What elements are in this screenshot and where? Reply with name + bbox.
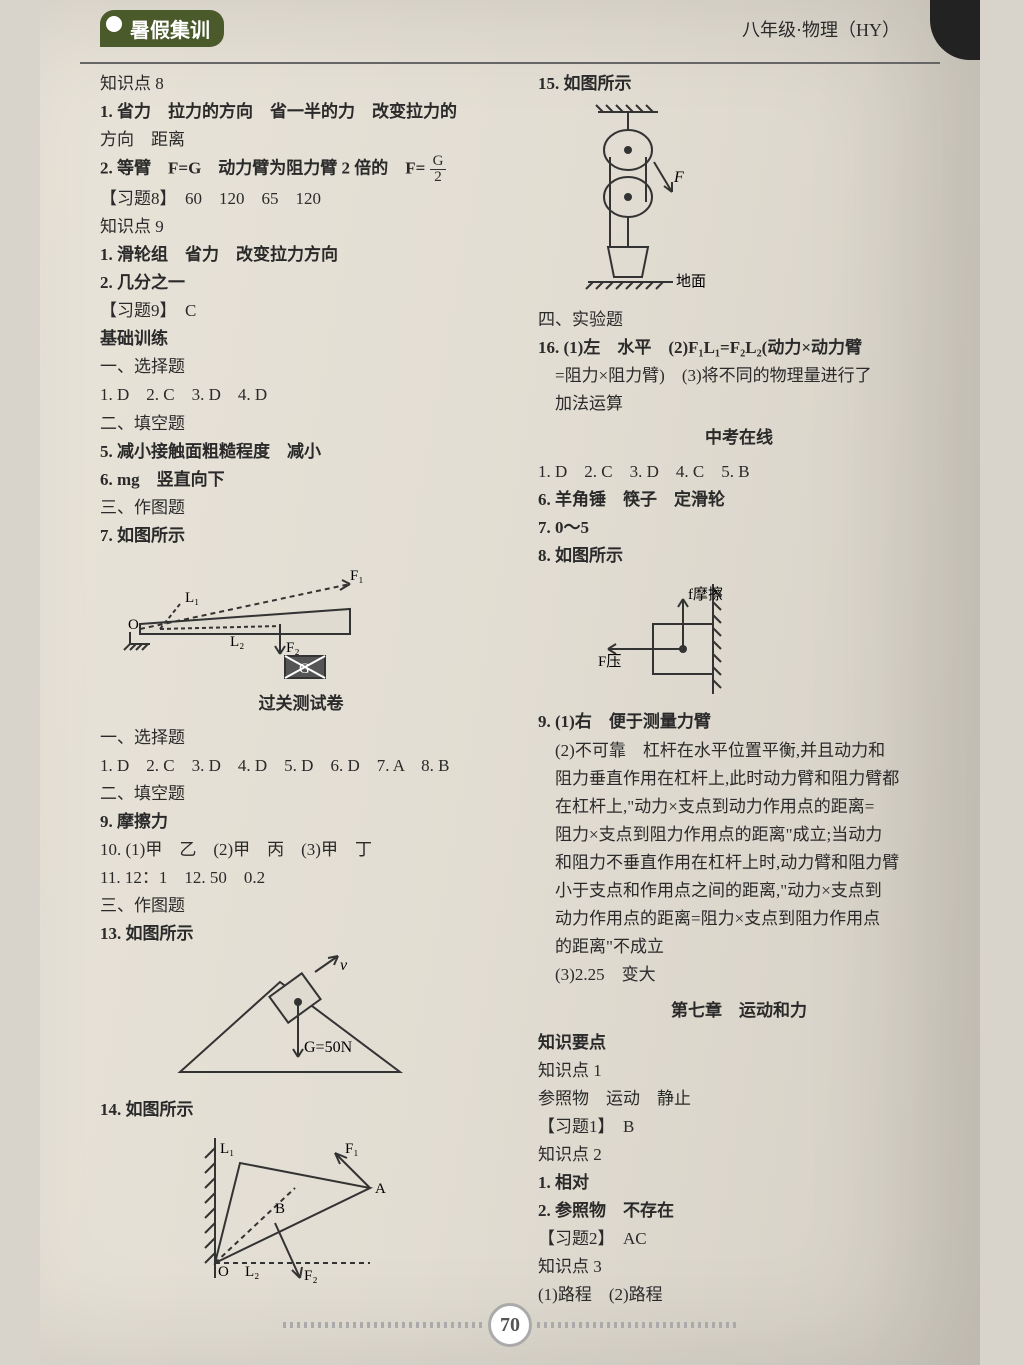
- zk-9g: 小于支点和作用点之间的距离,"动力×支点到: [538, 877, 940, 905]
- zk-9c: 阻力垂直作用在杠杆上,此时动力臂和阻力臂都: [538, 765, 940, 793]
- kp3a: (1)路程 (2)路程: [538, 1281, 940, 1309]
- kp2: 知识点 2: [538, 1141, 940, 1169]
- exB: 【习题2】 AC: [538, 1225, 940, 1253]
- kp8-line2: 2. 等臂 F=G 动力臂为阻力臂 2 倍的 F= G 2: [100, 154, 502, 185]
- kp8-line1: 1. 省力 拉力的方向 省一半的力 改变拉力的: [100, 98, 502, 126]
- zk-9j: (3)2.25 变大: [538, 961, 940, 989]
- book-logo: 暑假集训: [100, 10, 224, 47]
- zk-9b: (2)不可靠 杠杆在水平位置平衡,并且动力和: [538, 737, 940, 765]
- t-sec-fill: 二、填空题: [100, 780, 502, 808]
- wl-L1: L₁: [220, 1141, 234, 1157]
- test-paper-heading: 过关测试卷: [100, 690, 502, 718]
- zk-9i: 的距离"不成立: [538, 933, 940, 961]
- t-mc-answers: 1. D 2. C 3. D 4. D 5. D 6. D 7. A 8. B: [100, 752, 502, 780]
- label-G50N: G=50N: [304, 1039, 353, 1056]
- ans-16c: 加法运算: [538, 390, 940, 418]
- fraction-g-over-2: G 2: [430, 154, 447, 185]
- t-ans-11: 11. 12：1 12. 50 0.2: [100, 864, 502, 892]
- sec-choice: 一、选择题: [100, 353, 502, 381]
- pulley-F: F: [673, 169, 684, 186]
- t-sec-choice: 一、选择题: [100, 724, 502, 752]
- kp9-l1: 1. 滑轮组 省力 改变拉力方向: [100, 241, 502, 269]
- label-G: G: [299, 661, 310, 677]
- zk-9f: 和阻力不垂直作用在杠杆上时,动力臂和阻力臂: [538, 849, 940, 877]
- kp1a: 参照物 运动 静止: [538, 1085, 940, 1113]
- t-ans-10: 10. (1)甲 乙 (2)甲 丙 (3)甲 丁: [100, 836, 502, 864]
- ans-16b: =阻力×阻力臂) (3)将不同的物理量进行了: [538, 362, 940, 390]
- kp8-line2a: 2. 等臂 F=G 动力臂为阻力臂 2 倍的 F=: [100, 159, 425, 178]
- chapter-7-heading: 第七章 运动和力: [538, 997, 940, 1025]
- book-meta: 八年级·物理（HY）: [742, 16, 900, 42]
- t-ans-9: 9. 摩擦力: [100, 808, 502, 836]
- zhongkao-heading: 中考在线: [538, 424, 940, 452]
- exercise-9: 【习题9】 C: [100, 297, 502, 325]
- t-sec-draw: 三、作图题: [100, 892, 502, 920]
- pulley-ground: 地面: [676, 273, 706, 290]
- page-number: 70: [488, 1303, 532, 1347]
- zk-6: 6. 羊角锤 筷子 定滑轮: [538, 486, 940, 514]
- kp1: 知识点 1: [538, 1057, 940, 1085]
- wl-A: A: [375, 1181, 386, 1197]
- kp9-heading: 知识点 9: [100, 213, 502, 241]
- zk-9a: 9. (1)右 便于测量力臂: [538, 708, 940, 736]
- label-Fpress: F压: [598, 653, 621, 670]
- label-friction: f摩擦: [688, 585, 723, 603]
- wl-F2: F₂: [304, 1268, 318, 1284]
- ans-6: 6. mg 竖直向下: [100, 466, 502, 494]
- page-header: 暑假集训 八年级·物理（HY）: [40, 0, 980, 58]
- ans-7: 7. 如图所示: [100, 522, 502, 550]
- label-L2: L₂: [230, 634, 244, 650]
- zk-9d: 在杠杆上,"动力×支点到动力作用点的距离=: [538, 793, 940, 821]
- zk-7: 7. 0～5: [538, 514, 940, 542]
- wl-F1: F₁: [345, 1141, 359, 1157]
- kp3: 知识点 3: [538, 1253, 940, 1281]
- wl-O: O: [218, 1264, 229, 1280]
- zk-8: 8. 如图所示: [538, 542, 940, 570]
- sec-fill: 二、填空题: [100, 410, 502, 438]
- label-O: O: [128, 617, 139, 633]
- ans-5: 5. 减小接触面粗糙程度 减小: [100, 438, 502, 466]
- sec-draw: 三、作图题: [100, 494, 502, 522]
- exercise-8: 【习题8】 60 120 65 120: [100, 185, 502, 213]
- wall-lever-diagram: L₁ F₁ A B L₂ F₂ O: [100, 1128, 502, 1288]
- exA: 【习题1】 B: [538, 1113, 940, 1141]
- left-column: 知识点 8 1. 省力 拉力的方向 省一半的力 改变拉力的 方向 距离 2. 等…: [100, 70, 520, 1309]
- label-L1: L₁: [185, 590, 199, 606]
- kp2b: 2. 参照物 不存在: [538, 1197, 940, 1225]
- zk-9h: 动力作用点的距离=阻力×支点到阻力作用点: [538, 905, 940, 933]
- zk-9e: 阻力×支点到阻力作用点的距离"成立;当动力: [538, 821, 940, 849]
- label-v: v: [340, 957, 348, 974]
- friction-block-diagram: f摩擦 F压: [538, 574, 940, 704]
- sec-experiment: 四、实验题: [538, 306, 940, 334]
- right-column: 15. 如图所示: [520, 70, 940, 1309]
- frac-num: G: [430, 154, 447, 170]
- ans-16a: 16. (1)左 水平 (2)F₁L₁=F₂L₂(动力×动力臂: [538, 334, 940, 362]
- ans-15: 15. 如图所示: [538, 70, 940, 98]
- kp2a: 1. 相对: [538, 1169, 940, 1197]
- wl-L2: L₂: [245, 1264, 259, 1280]
- kp8-heading: 知识点 8: [100, 70, 502, 98]
- pulley-diagram: F 地面: [538, 102, 940, 302]
- t-ans-13: 13. 如图所示: [100, 920, 502, 948]
- knowledge-points-heading: 知识要点: [538, 1029, 940, 1057]
- basic-training-heading: 基础训练: [100, 325, 502, 353]
- label-F2: F₂: [286, 640, 300, 656]
- kp8-line1b: 方向 距离: [100, 126, 502, 154]
- zk-mc: 1. D 2. C 3. D 4. C 5. B: [538, 458, 940, 486]
- mc-answers-1: 1. D 2. C 3. D 4. D: [100, 381, 502, 409]
- two-column-body: 知识点 8 1. 省力 拉力的方向 省一半的力 改变拉力的 方向 距离 2. 等…: [40, 64, 980, 1309]
- incline-diagram: v G=50N: [100, 952, 502, 1092]
- lever-diagram: F₁ L₁ L₂ F₂ O G: [100, 554, 502, 684]
- frac-den: 2: [430, 170, 447, 185]
- wl-B: B: [275, 1201, 285, 1217]
- label-F1: F₁: [350, 568, 364, 584]
- kp9-l2: 2. 几分之一: [100, 269, 502, 297]
- t-ans-14: 14. 如图所示: [100, 1096, 502, 1124]
